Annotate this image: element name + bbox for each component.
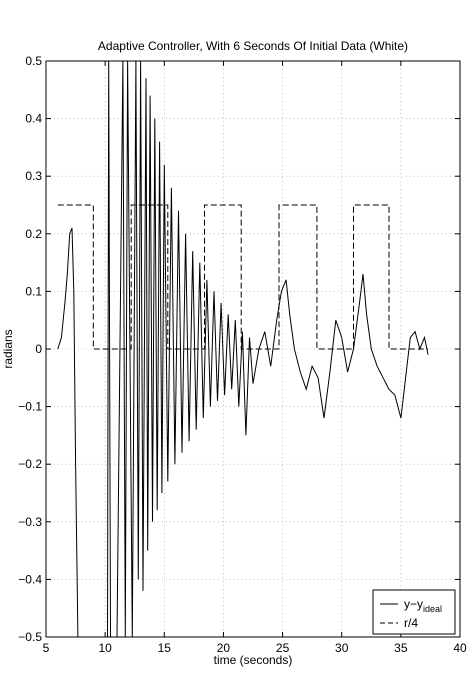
y-tick-label: 0.4 xyxy=(25,112,42,126)
x-axis-label: time (seconds) xyxy=(214,653,293,667)
y-tick-label: 0.3 xyxy=(25,169,42,183)
legend-label-main: y−y xyxy=(404,597,423,611)
y-tick-label: 0 xyxy=(35,342,42,356)
series-line-y-yideal xyxy=(57,61,429,637)
y-tick-label: −0.3 xyxy=(18,515,42,529)
y-tick-label: 0.5 xyxy=(25,54,42,68)
legend-box xyxy=(372,589,456,635)
y-axis-label: radians xyxy=(1,329,15,368)
legend-label-subscript: ideal xyxy=(423,604,442,614)
y-tick-label: −0.4 xyxy=(18,572,42,586)
axis-ticks: 5 10 15 20 25 30 35 40 −0.5 −0.4 −0.3 −0.2 −0.1 0 0.1 0… xyxy=(18,54,467,655)
y-tick-label: 0.2 xyxy=(25,227,42,241)
x-tick-label: 40 xyxy=(453,641,467,655)
chart-title: Adaptive Controller, With 6 Seconds Of I… xyxy=(98,39,408,53)
x-tick-label: 35 xyxy=(394,641,408,655)
x-tick-label: 30 xyxy=(335,641,349,655)
legend-label-y-yideal: y−yideal xyxy=(404,597,442,614)
y-tick-label: −0.2 xyxy=(18,457,42,471)
x-tick-label: 5 xyxy=(43,641,50,655)
series-layer xyxy=(57,61,429,637)
y-tick-label: −0.5 xyxy=(18,630,42,644)
y-tick-label: −0.1 xyxy=(18,400,42,414)
x-tick-label: 20 xyxy=(217,641,231,655)
x-tick-label: 15 xyxy=(158,641,172,655)
series-line-r4 xyxy=(57,204,429,350)
y-tick-label: 0.1 xyxy=(25,284,42,298)
x-tick-label: 25 xyxy=(276,641,290,655)
legend: y−yideal r/4 xyxy=(372,589,456,635)
x-tick-label: 10 xyxy=(98,641,112,655)
legend-label-r4: r/4 xyxy=(404,616,418,630)
